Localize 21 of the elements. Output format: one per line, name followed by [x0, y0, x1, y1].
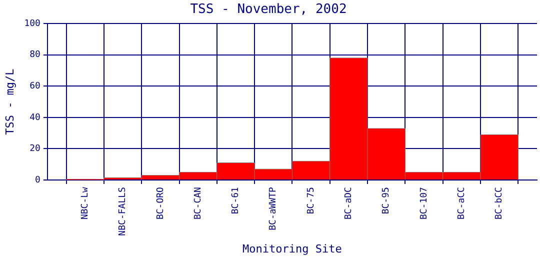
y-tick-label: 80: [30, 50, 40, 60]
x-tick-label: BC-107: [419, 187, 430, 220]
x-tick-label: BC-CAN: [193, 187, 204, 220]
y-tick-label: 40: [30, 112, 40, 123]
x-axis-title: Monitoring Site: [242, 242, 342, 256]
chart-title: TSS - November, 2002: [190, 2, 347, 18]
y-tick-label: 100: [24, 18, 40, 29]
x-tick-label: BC-aWWTP: [268, 186, 279, 230]
x-tick-label: NBC-FALLS: [118, 187, 128, 236]
x-tick-label: BC-ORO: [156, 187, 166, 220]
x-tick-label: BC-95: [382, 187, 392, 214]
x-tick-label: BC-75: [306, 187, 316, 214]
y-tick-label: 0: [35, 175, 40, 186]
x-tick-label: NBC-Lw: [80, 186, 90, 220]
x-tick-label: BC-aCC: [457, 187, 468, 220]
x-tick-label: BC-bCC: [494, 187, 505, 220]
x-tick-label: BC-aDC: [344, 187, 354, 220]
x-tick-label: BC-61: [231, 187, 242, 214]
y-tick-label: 20: [30, 144, 40, 154]
y-tick-label: 60: [30, 82, 40, 92]
y-axis-title: TSS - mg/L: [3, 68, 16, 135]
